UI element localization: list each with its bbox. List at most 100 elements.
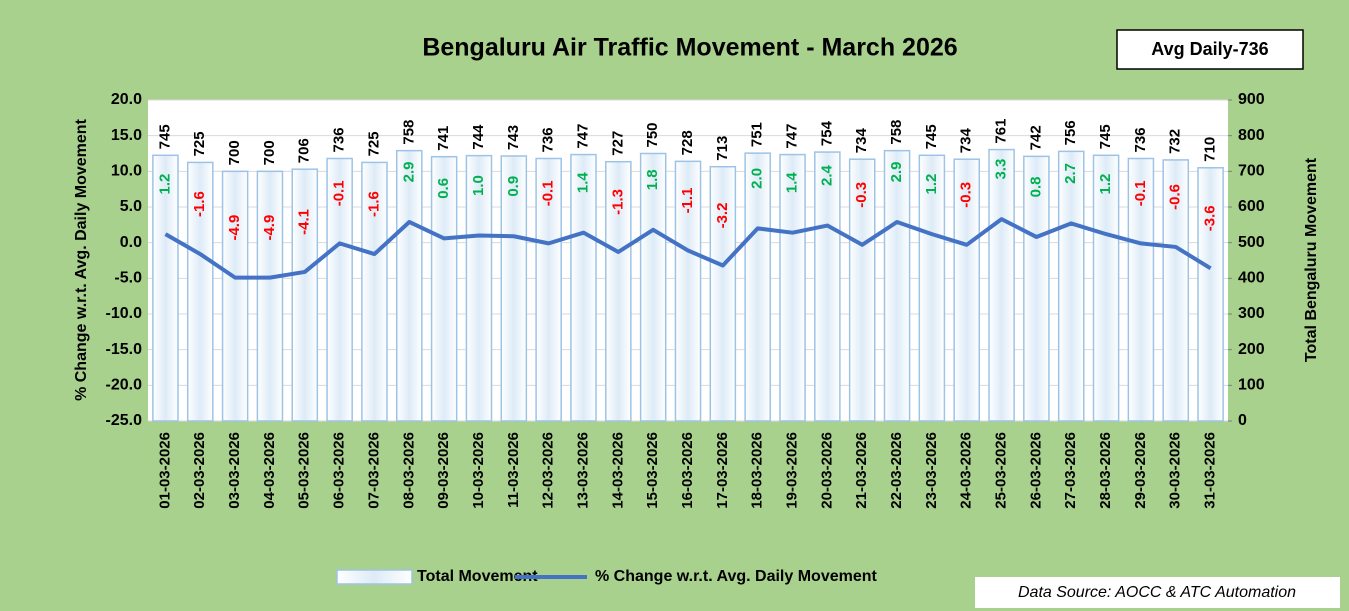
line-value-label: -4.9 — [226, 215, 243, 241]
bar — [570, 153, 597, 422]
line-value-label: 2.4 — [818, 164, 835, 186]
y-tick-label: -5.0 — [114, 270, 142, 287]
y2-tick-label: 800 — [1238, 127, 1265, 144]
bar — [395, 149, 423, 422]
y-axis-label: % Change w.r.t. Avg. Daily Movement — [73, 118, 90, 401]
bar-value-label: 747 — [783, 124, 800, 149]
bar — [1197, 167, 1224, 422]
bar — [779, 153, 806, 422]
x-tick-label: 29-03-2026 — [1132, 432, 1149, 509]
x-tick-label: 20-03-2026 — [818, 432, 835, 509]
line-value-label: 1.2 — [923, 174, 940, 195]
bar-value-label: 751 — [749, 122, 766, 147]
line-value-label: -4.9 — [261, 215, 278, 241]
bar-value-label: 741 — [435, 126, 452, 151]
x-tick-label: 21-03-2026 — [853, 432, 870, 509]
legend-label: % Change w.r.t. Avg. Daily Movement — [595, 568, 878, 585]
line-value-label: 1.4 — [783, 172, 800, 194]
bar-value-label: 713 — [714, 136, 731, 161]
line-value-label: -0.1 — [1132, 180, 1149, 206]
line-value-label: -4.1 — [296, 209, 313, 235]
bar-value-label: 732 — [1167, 129, 1184, 154]
x-tick-label: 01-03-2026 — [156, 432, 173, 509]
bar — [535, 157, 562, 422]
bar — [291, 168, 319, 422]
y-tick-label: 10.0 — [111, 163, 142, 180]
bar — [1023, 155, 1050, 422]
line-value-label: -0.1 — [331, 180, 348, 206]
bar-value-label: 743 — [505, 125, 522, 150]
bar-value-label: 756 — [1062, 120, 1079, 145]
y2-tick-label: 400 — [1238, 270, 1265, 287]
legend-label: Total Movement — [417, 568, 538, 585]
bar — [221, 170, 249, 422]
line-value-label: 2.0 — [749, 168, 766, 189]
line-value-label: 0.9 — [505, 176, 522, 197]
chart-title: Bengaluru Air Traffic Movement - March 2… — [422, 34, 957, 62]
bar — [639, 152, 667, 422]
bar-value-label: 700 — [261, 140, 278, 165]
bar-value-label: 706 — [296, 138, 313, 163]
y2-tick-label: 900 — [1238, 91, 1265, 108]
line-value-label: -1.6 — [365, 191, 382, 217]
bar — [953, 158, 981, 422]
y2-tick-label: 700 — [1238, 163, 1265, 180]
bar-value-label: 754 — [818, 120, 835, 146]
x-tick-label: 14-03-2026 — [609, 432, 626, 509]
bar — [1162, 159, 1190, 422]
bar-value-label: 700 — [226, 140, 243, 165]
annotation: Avg Daily-736 — [1151, 39, 1268, 59]
line-value-label: 0.8 — [1027, 177, 1044, 198]
x-tick-label: 11-03-2026 — [505, 432, 522, 508]
bar — [326, 157, 353, 422]
x-tick-label: 30-03-2026 — [1167, 432, 1184, 509]
line-value-label: 1.8 — [644, 169, 661, 190]
bar-value-label: 758 — [400, 120, 417, 145]
bar-value-label: 728 — [679, 130, 696, 155]
x-tick-label: 10-03-2026 — [470, 432, 487, 509]
source: Data Source: AOCC & ATC Automation — [1018, 584, 1296, 601]
bar — [361, 161, 388, 422]
bar — [1092, 154, 1120, 422]
line — [164, 217, 1212, 280]
line-value-label: 1.2 — [1097, 174, 1114, 195]
line-value-label: -1.1 — [679, 188, 696, 214]
x-tick-label: 08-03-2026 — [400, 432, 417, 509]
line-value-label: -3.2 — [714, 203, 731, 229]
x-tick-label: 18-03-2026 — [749, 432, 766, 509]
y-tick-label: 15.0 — [111, 127, 142, 144]
x-tick-label: 16-03-2026 — [679, 432, 696, 509]
bar — [883, 149, 911, 422]
y2-tick-label: 500 — [1238, 234, 1265, 251]
bar — [605, 160, 632, 422]
x-tick-label: 22-03-2026 — [888, 432, 905, 509]
line-value-label: -1.6 — [191, 191, 208, 217]
y-tick-label: -10.0 — [106, 305, 143, 322]
bar-value-label: 742 — [1027, 125, 1044, 150]
bar — [744, 152, 771, 422]
x-tick-label: 23-03-2026 — [923, 432, 940, 509]
bar-value-label: 734 — [853, 128, 870, 154]
line-value-label: -0.3 — [853, 182, 870, 208]
bar-value-label: 725 — [365, 131, 382, 156]
x-tick-label: 09-03-2026 — [435, 432, 452, 509]
line-value-label: 1.2 — [156, 174, 173, 195]
bar-value-label: 736 — [540, 127, 557, 152]
bar-value-label: 727 — [609, 131, 626, 156]
source-box — [975, 577, 1340, 608]
y2-tick-label: 300 — [1238, 305, 1265, 322]
bar — [848, 158, 876, 422]
x-tick-label: 06-03-2026 — [331, 432, 348, 509]
x-tick-label: 15-03-2026 — [644, 432, 661, 509]
bar-value-label: 736 — [1132, 127, 1149, 152]
bar — [674, 160, 702, 422]
bar-value-label: 725 — [191, 131, 208, 156]
y-tick-label: -25.0 — [106, 412, 143, 429]
bar-value-label: 745 — [1097, 124, 1114, 149]
bar — [1057, 150, 1085, 422]
y-tick-label: 20.0 — [111, 91, 142, 108]
bar — [256, 170, 284, 422]
x-tick-label: 13-03-2026 — [574, 432, 591, 509]
y-tick-label: 0.0 — [120, 234, 142, 251]
